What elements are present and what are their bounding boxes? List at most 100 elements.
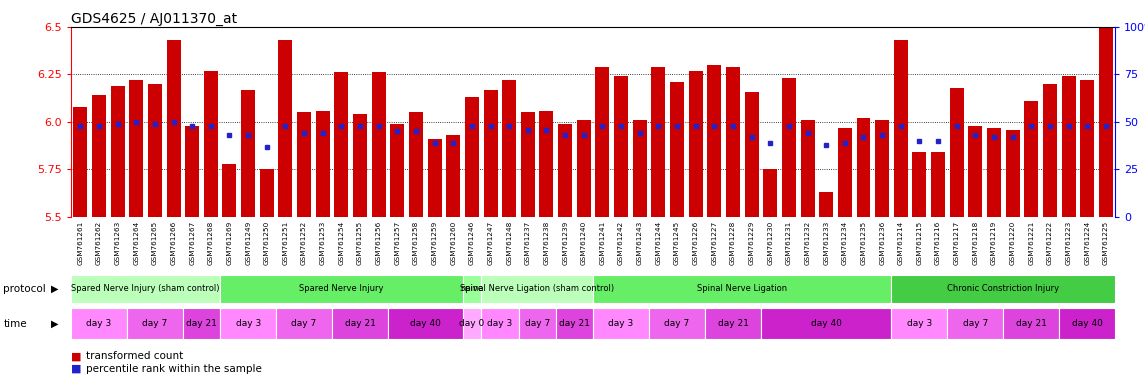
Bar bbox=[652, 67, 665, 217]
Bar bbox=[1005, 129, 1020, 217]
Bar bbox=[73, 107, 87, 217]
Text: GSM761217: GSM761217 bbox=[954, 220, 960, 265]
Text: day 40: day 40 bbox=[410, 319, 441, 328]
Text: GSM761223: GSM761223 bbox=[1066, 220, 1072, 265]
Bar bbox=[593, 275, 892, 303]
Bar bbox=[875, 120, 890, 217]
Bar bbox=[577, 120, 591, 217]
Text: day 21: day 21 bbox=[718, 319, 749, 328]
Bar bbox=[276, 308, 332, 339]
Text: protocol: protocol bbox=[3, 284, 46, 294]
Text: GSM761260: GSM761260 bbox=[450, 220, 456, 265]
Text: GSM761243: GSM761243 bbox=[637, 220, 642, 265]
Bar bbox=[334, 73, 348, 217]
Bar bbox=[332, 308, 388, 339]
Text: transformed count: transformed count bbox=[86, 351, 183, 361]
Text: day 21: day 21 bbox=[1016, 319, 1047, 328]
Bar bbox=[819, 192, 834, 217]
Text: GSM761228: GSM761228 bbox=[731, 220, 736, 265]
Bar bbox=[447, 135, 460, 217]
Bar bbox=[183, 308, 220, 339]
Text: ■: ■ bbox=[71, 364, 81, 374]
Text: Chronic Constriction Injury: Chronic Constriction Injury bbox=[947, 285, 1059, 293]
Text: GSM761232: GSM761232 bbox=[805, 220, 811, 265]
Text: GSM761216: GSM761216 bbox=[935, 220, 941, 265]
Bar bbox=[969, 126, 982, 217]
Text: GSM761226: GSM761226 bbox=[693, 220, 698, 265]
Bar bbox=[465, 97, 479, 217]
Bar bbox=[800, 120, 814, 217]
Bar bbox=[670, 82, 684, 217]
Text: GSM761234: GSM761234 bbox=[842, 220, 847, 265]
Bar bbox=[503, 80, 516, 217]
Bar bbox=[481, 275, 593, 303]
Text: GSM761219: GSM761219 bbox=[992, 220, 997, 265]
Text: GSM761237: GSM761237 bbox=[524, 220, 531, 265]
Bar bbox=[987, 127, 1001, 217]
Text: day 7: day 7 bbox=[292, 319, 317, 328]
Text: GSM761264: GSM761264 bbox=[133, 220, 140, 265]
Text: day 7: day 7 bbox=[524, 319, 550, 328]
Text: time: time bbox=[3, 318, 27, 329]
Bar bbox=[633, 120, 647, 217]
Text: Spinal Nerve Ligation: Spinal Nerve Ligation bbox=[697, 285, 788, 293]
Text: day 40: day 40 bbox=[1072, 319, 1103, 328]
Text: GSM761225: GSM761225 bbox=[1103, 220, 1108, 265]
Text: GSM761267: GSM761267 bbox=[189, 220, 195, 265]
Text: percentile rank within the sample: percentile rank within the sample bbox=[86, 364, 262, 374]
Text: GSM761255: GSM761255 bbox=[357, 220, 363, 265]
Bar bbox=[761, 308, 892, 339]
Bar bbox=[297, 113, 311, 217]
Bar bbox=[388, 308, 463, 339]
Bar bbox=[220, 275, 463, 303]
Text: ■: ■ bbox=[71, 351, 81, 361]
Bar bbox=[222, 164, 237, 217]
Text: GDS4625 / AJ011370_at: GDS4625 / AJ011370_at bbox=[71, 12, 237, 26]
Bar bbox=[744, 91, 759, 217]
Bar bbox=[260, 169, 274, 217]
Bar bbox=[463, 275, 481, 303]
Text: GSM761214: GSM761214 bbox=[898, 220, 903, 265]
Bar bbox=[539, 111, 553, 217]
Text: GSM761249: GSM761249 bbox=[245, 220, 251, 265]
Text: GSM761245: GSM761245 bbox=[674, 220, 680, 265]
Text: GSM761247: GSM761247 bbox=[488, 220, 493, 265]
Bar bbox=[483, 89, 498, 217]
Bar bbox=[1059, 308, 1115, 339]
Text: Spared Nerve Injury (sham control): Spared Nerve Injury (sham control) bbox=[71, 285, 220, 293]
Text: GSM761258: GSM761258 bbox=[413, 220, 419, 265]
Bar bbox=[71, 275, 220, 303]
Bar bbox=[166, 40, 181, 217]
Bar bbox=[838, 127, 852, 217]
Bar bbox=[427, 139, 442, 217]
Bar bbox=[913, 152, 926, 217]
Bar bbox=[220, 308, 276, 339]
Bar bbox=[705, 308, 761, 339]
Bar bbox=[764, 169, 777, 217]
Text: GSM761239: GSM761239 bbox=[562, 220, 568, 265]
Text: GSM761233: GSM761233 bbox=[823, 220, 829, 265]
Text: GSM761262: GSM761262 bbox=[96, 220, 102, 265]
Bar bbox=[892, 308, 947, 339]
Bar bbox=[129, 80, 143, 217]
Text: day 21: day 21 bbox=[187, 319, 216, 328]
Text: GSM761238: GSM761238 bbox=[544, 220, 550, 265]
Bar bbox=[1080, 80, 1095, 217]
Text: day 3: day 3 bbox=[608, 319, 633, 328]
Bar bbox=[555, 308, 593, 339]
Text: GSM761256: GSM761256 bbox=[376, 220, 381, 265]
Text: GSM761259: GSM761259 bbox=[432, 220, 437, 265]
Bar bbox=[595, 67, 609, 217]
Text: GSM761221: GSM761221 bbox=[1028, 220, 1034, 265]
Text: GSM761251: GSM761251 bbox=[283, 220, 289, 265]
Bar bbox=[708, 65, 721, 217]
Bar bbox=[519, 308, 555, 339]
Bar bbox=[726, 67, 740, 217]
Text: Spared Nerve Injury: Spared Nerve Injury bbox=[299, 285, 384, 293]
Text: GSM761250: GSM761250 bbox=[263, 220, 270, 265]
Bar bbox=[372, 73, 386, 217]
Text: GSM761268: GSM761268 bbox=[208, 220, 214, 265]
Bar bbox=[931, 152, 945, 217]
Text: GSM761222: GSM761222 bbox=[1047, 220, 1053, 265]
Text: day 21: day 21 bbox=[559, 319, 590, 328]
